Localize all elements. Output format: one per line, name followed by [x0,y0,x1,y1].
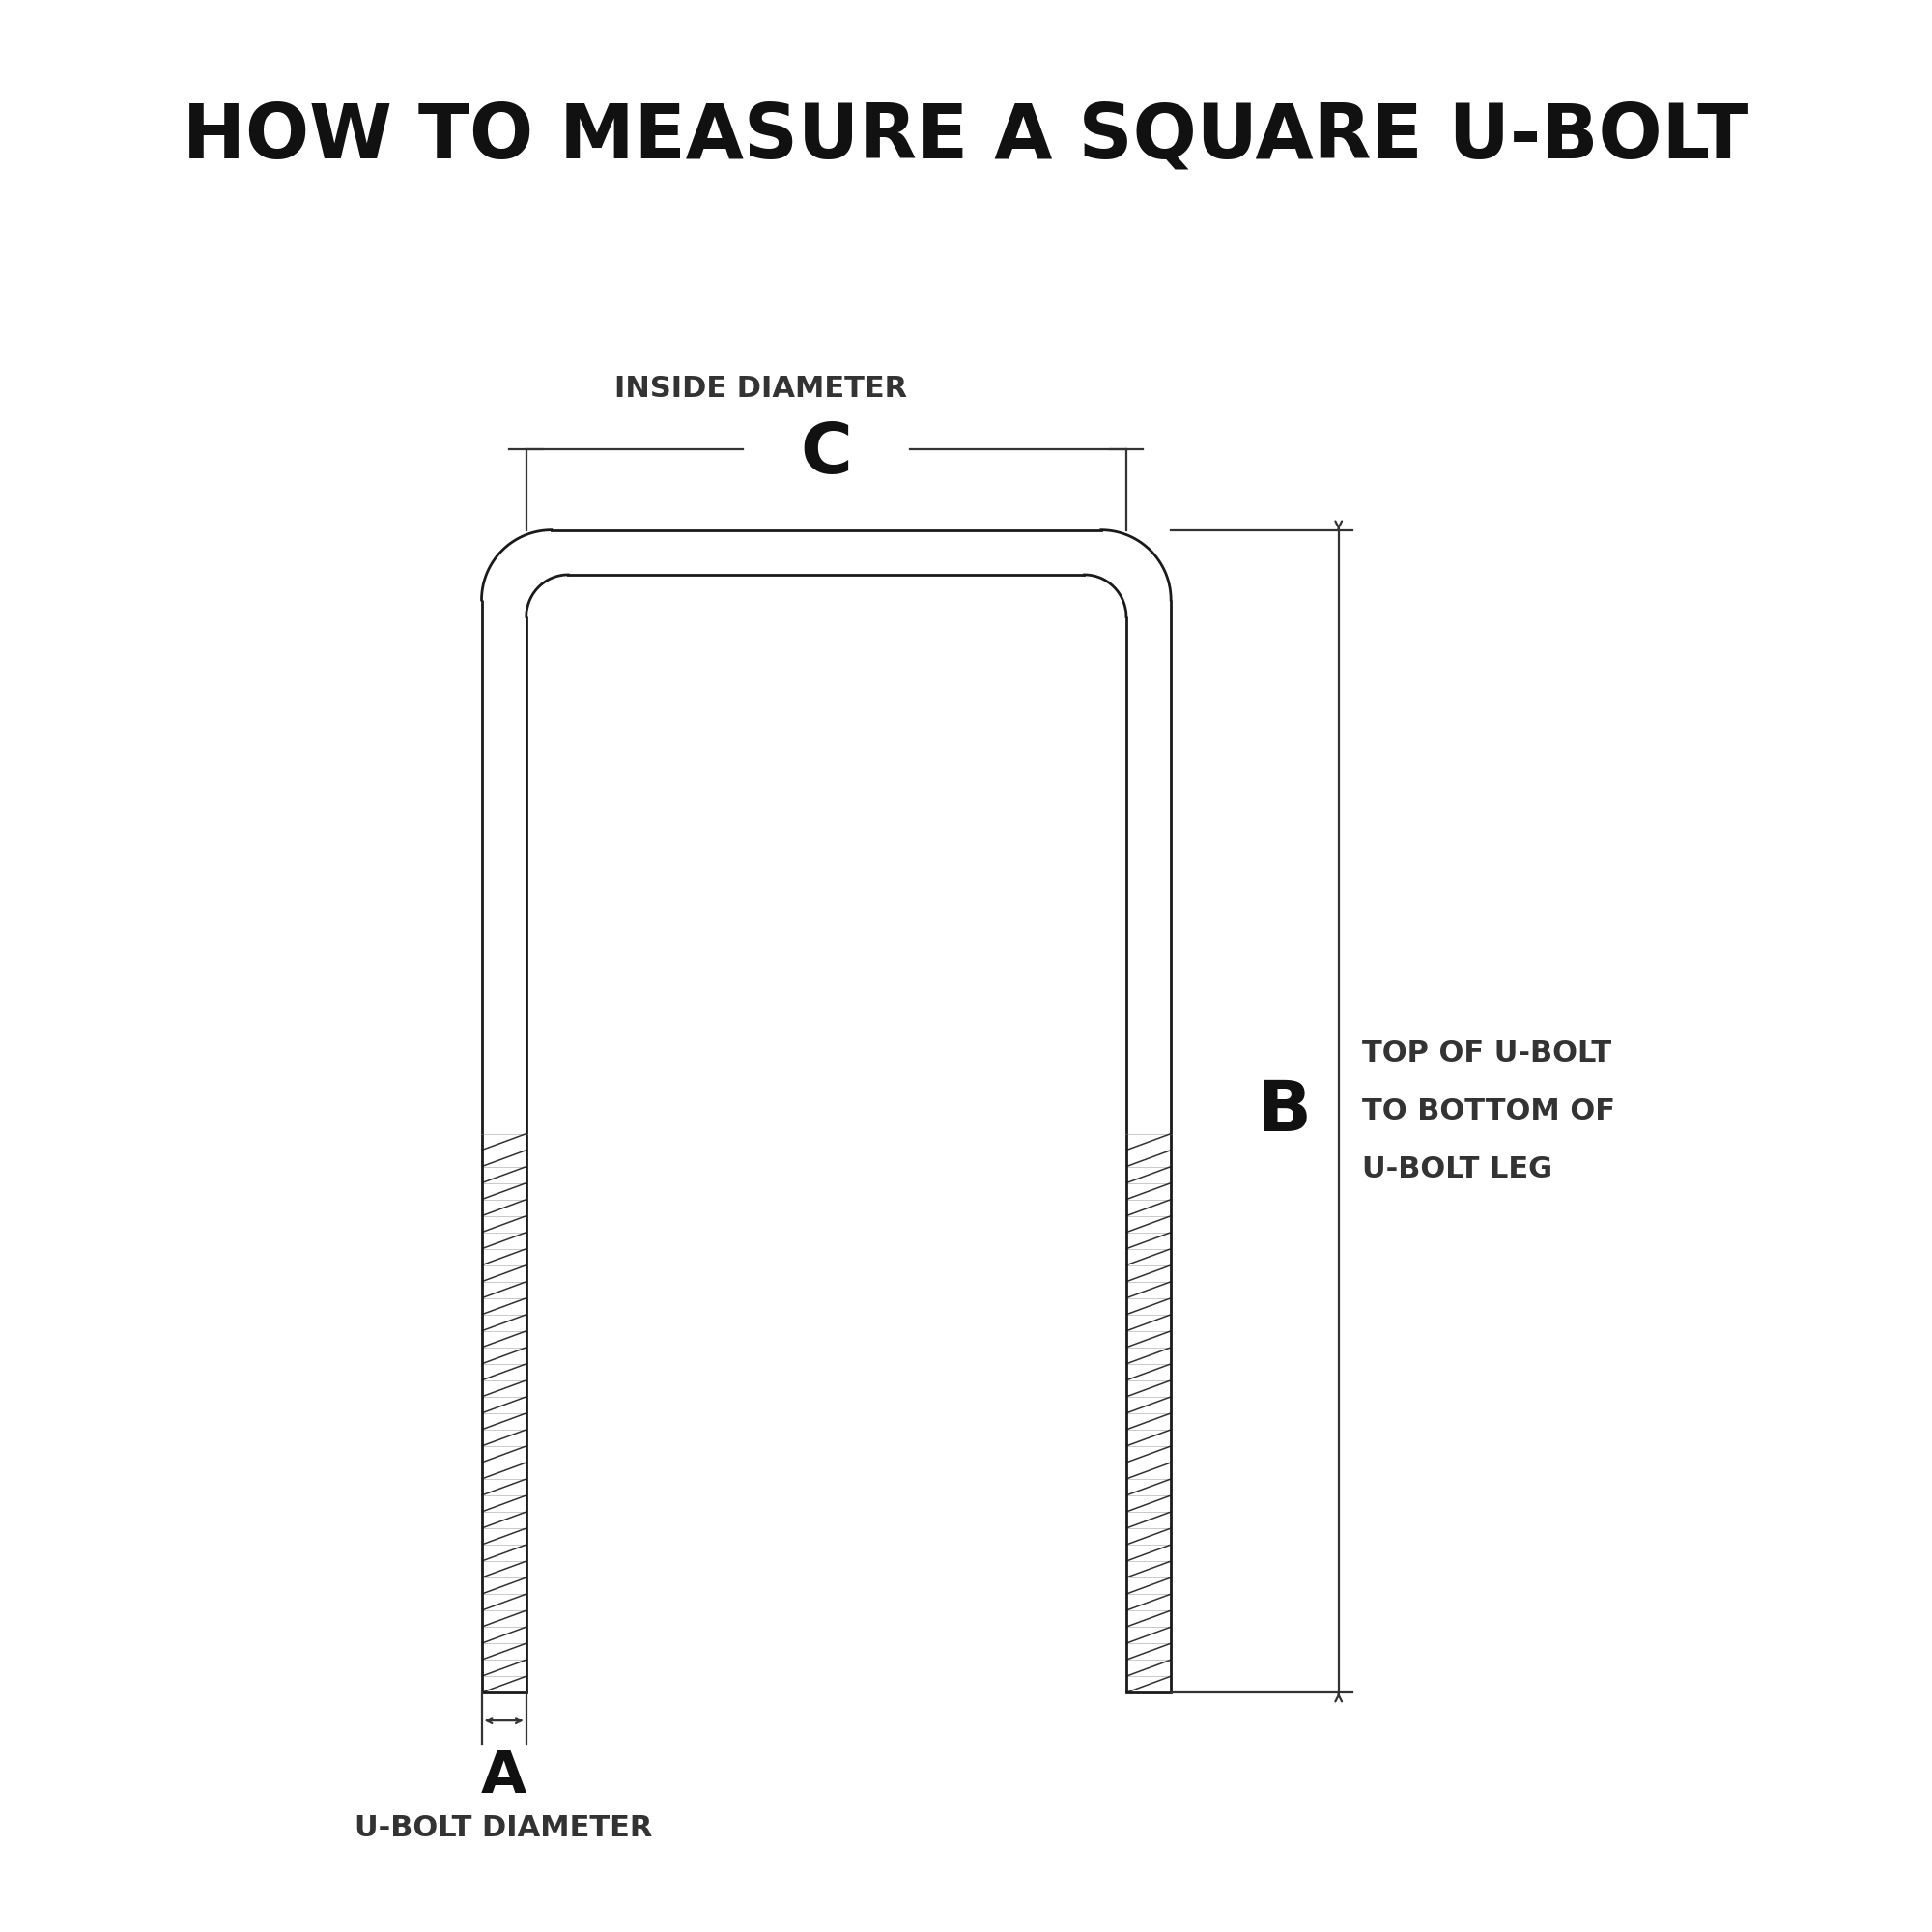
Text: TOP OF U-BOLT: TOP OF U-BOLT [1362,1039,1611,1068]
Text: HOW TO MEASURE A SQUARE U-BOLT: HOW TO MEASURE A SQUARE U-BOLT [184,100,1748,174]
Text: U-BOLT LEG: U-BOLT LEG [1362,1155,1551,1182]
Text: INSIDE DIAMETER: INSIDE DIAMETER [614,375,908,402]
Text: A: A [481,1748,527,1806]
Text: B: B [1256,1076,1310,1146]
Text: U-BOLT DIAMETER: U-BOLT DIAMETER [355,1814,653,1841]
Text: C: C [800,419,852,489]
Text: TO BOTTOM OF: TO BOTTOM OF [1362,1097,1615,1124]
